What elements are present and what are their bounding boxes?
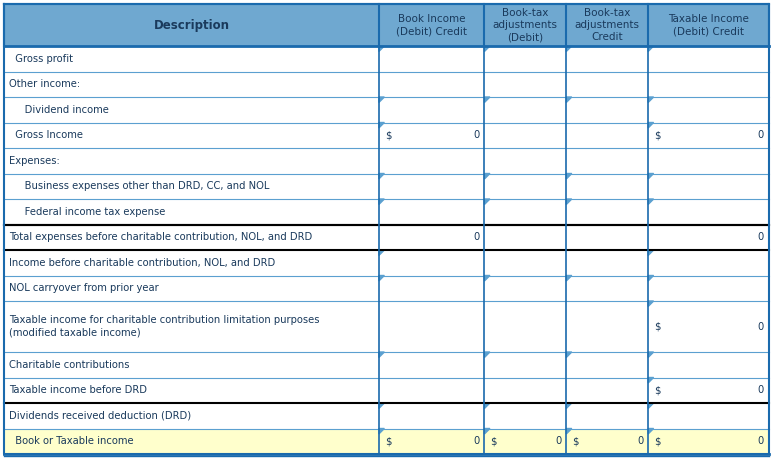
Polygon shape [567, 199, 572, 205]
Polygon shape [567, 46, 572, 51]
Polygon shape [648, 97, 654, 103]
Polygon shape [648, 429, 654, 434]
Polygon shape [379, 403, 384, 409]
Text: $: $ [654, 385, 661, 395]
Bar [648, 4, 769, 46]
Text: Gross Income: Gross Income [9, 130, 83, 140]
Polygon shape [485, 429, 490, 434]
Text: Other income:: Other income: [9, 79, 80, 89]
Polygon shape [485, 276, 490, 281]
Text: $: $ [385, 436, 391, 446]
Polygon shape [567, 403, 572, 409]
Polygon shape [379, 97, 384, 103]
Text: NOL carryover from prior year: NOL carryover from prior year [9, 283, 158, 293]
Bar [4, 199, 769, 224]
Bar [4, 97, 769, 122]
Polygon shape [379, 250, 384, 256]
Polygon shape [648, 46, 654, 51]
Bar [4, 224, 769, 250]
Bar [4, 429, 769, 454]
Text: 0: 0 [473, 436, 479, 446]
Text: 0: 0 [555, 436, 561, 446]
Polygon shape [567, 174, 572, 179]
Text: Total expenses before charitable contribution, NOL, and DRD: Total expenses before charitable contrib… [9, 232, 312, 242]
Polygon shape [648, 352, 654, 358]
Text: Business expenses other than DRD, CC, and NOL: Business expenses other than DRD, CC, an… [9, 181, 269, 191]
Bar [4, 377, 769, 403]
Bar [4, 4, 379, 46]
Text: Expenses:: Expenses: [9, 156, 60, 166]
Text: Taxable income before DRD: Taxable income before DRD [9, 385, 147, 395]
Polygon shape [648, 174, 654, 179]
Polygon shape [379, 174, 384, 179]
Polygon shape [648, 301, 654, 306]
Polygon shape [485, 352, 490, 358]
Bar [567, 4, 648, 46]
Text: Federal income tax expense: Federal income tax expense [9, 207, 165, 217]
Text: 0: 0 [758, 232, 764, 242]
Text: Book-tax
adjustments
Credit: Book-tax adjustments Credit [574, 8, 640, 43]
Polygon shape [379, 429, 384, 434]
Polygon shape [379, 122, 384, 128]
Polygon shape [379, 276, 384, 281]
Text: Charitable contributions: Charitable contributions [9, 360, 130, 370]
Bar [4, 122, 769, 148]
Polygon shape [567, 97, 572, 103]
Polygon shape [648, 199, 654, 205]
Polygon shape [567, 429, 572, 434]
Text: $: $ [654, 130, 661, 140]
Text: Book or Taxable income: Book or Taxable income [9, 436, 134, 446]
Polygon shape [485, 46, 490, 51]
Text: Dividends received deduction (DRD): Dividends received deduction (DRD) [9, 411, 191, 421]
Polygon shape [485, 403, 490, 409]
Bar [4, 71, 769, 97]
Text: Book-tax
adjustments
(Debit): Book-tax adjustments (Debit) [493, 8, 558, 43]
Text: 0: 0 [473, 232, 479, 242]
Text: 0: 0 [758, 385, 764, 395]
Polygon shape [379, 46, 384, 51]
Bar [4, 301, 769, 352]
Polygon shape [379, 199, 384, 205]
Text: 0: 0 [637, 436, 643, 446]
Polygon shape [567, 352, 572, 358]
Text: $: $ [572, 436, 579, 446]
Polygon shape [485, 97, 490, 103]
Text: 0: 0 [473, 130, 479, 140]
Bar [4, 352, 769, 377]
Text: 0: 0 [758, 322, 764, 332]
Polygon shape [648, 276, 654, 281]
Polygon shape [485, 174, 490, 179]
Polygon shape [648, 403, 654, 409]
Text: Income before charitable contribution, NOL, and DRD: Income before charitable contribution, N… [9, 258, 275, 268]
Polygon shape [648, 377, 654, 383]
Polygon shape [485, 199, 490, 205]
Text: Taxable income for charitable contribution limitation purposes
(modified taxable: Taxable income for charitable contributi… [9, 315, 319, 338]
Text: $: $ [654, 322, 661, 332]
Text: 0: 0 [758, 130, 764, 140]
Text: Gross profit: Gross profit [9, 54, 73, 64]
Bar [4, 403, 769, 429]
Polygon shape [648, 122, 654, 128]
Bar [4, 276, 769, 301]
Text: Taxable Income
(Debit) Credit: Taxable Income (Debit) Credit [668, 14, 749, 36]
Polygon shape [567, 276, 572, 281]
Text: Book Income
(Debit) Credit: Book Income (Debit) Credit [396, 14, 467, 36]
Polygon shape [648, 250, 654, 256]
Bar [485, 4, 567, 46]
Text: $: $ [385, 130, 391, 140]
Bar [4, 174, 769, 199]
Text: $: $ [490, 436, 497, 446]
Text: $: $ [654, 436, 661, 446]
Text: 0: 0 [758, 436, 764, 446]
Bar [379, 4, 485, 46]
Bar [4, 148, 769, 174]
Polygon shape [379, 352, 384, 358]
Text: Description: Description [153, 18, 230, 32]
Bar [4, 46, 769, 71]
Text: Dividend income: Dividend income [9, 105, 109, 115]
Bar [4, 250, 769, 276]
